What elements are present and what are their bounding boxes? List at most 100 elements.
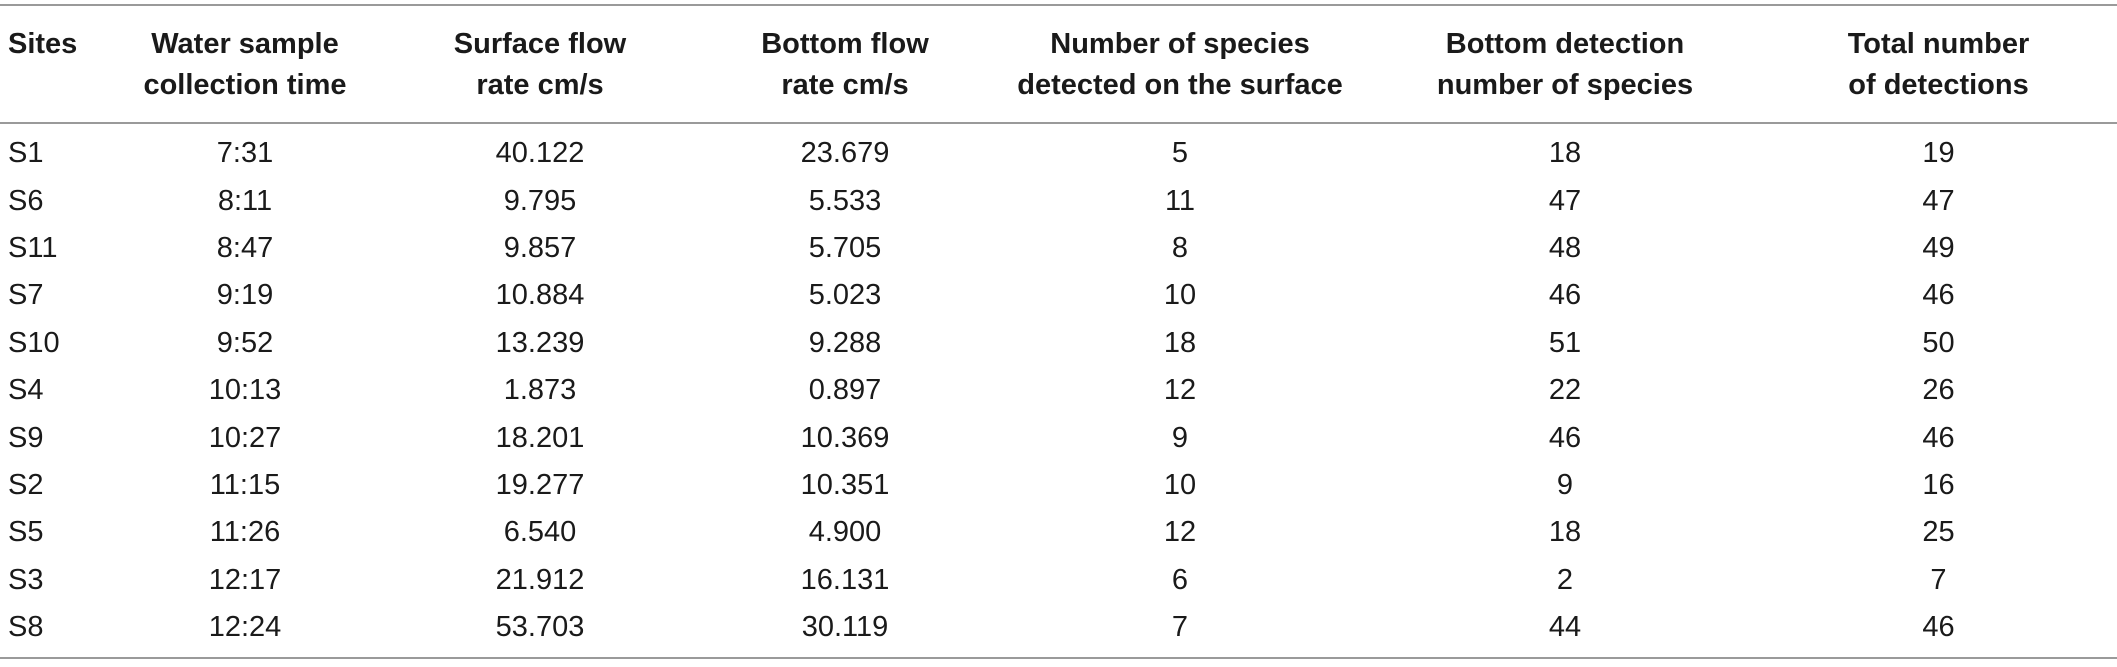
cell-bottom-species: 22: [1548, 374, 1582, 407]
cell-collection-time: 9:19: [216, 279, 274, 312]
cell-surface-flow-rate: 40.122: [495, 137, 585, 170]
cell-bottom-flow-rate: 5.023: [808, 279, 882, 312]
cell-collection-time: 11:15: [209, 468, 281, 501]
cell-surface-species: 8: [1171, 231, 1189, 264]
cell-surface-flow-rate: 10.884: [495, 279, 585, 312]
data-table-container: Sites Water sample collection time Surface …: [0, 4, 2117, 659]
cell-bottom-flow-rate: 0.897: [808, 374, 882, 407]
cell-total-detections: 46: [1922, 611, 1955, 644]
header-bottom-species-count: Bottom detection number of species: [1436, 28, 1694, 101]
header-bottom-flow-rate: Bottom flow rate cm/s: [761, 28, 929, 101]
cell-bottom-flow-rate: 10.351: [800, 468, 890, 501]
table-row: S1 7:31 40.122 23.679 5 18 19: [0, 123, 2117, 177]
cell-site: S7: [8, 279, 44, 312]
cell-surface-species: 18: [1163, 326, 1197, 359]
cell-bottom-flow-rate: 16.131: [800, 563, 890, 596]
cell-collection-time: 12:17: [208, 563, 282, 596]
data-table: Sites Water sample collection time Surface …: [0, 4, 2117, 659]
cell-collection-time: 8:11: [217, 184, 273, 217]
cell-bottom-flow-rate: 30.119: [801, 611, 889, 644]
cell-surface-flow-rate: 53.703: [495, 611, 585, 644]
header-total-detections: Total number of detections: [1847, 28, 2030, 101]
cell-surface-species: 12: [1163, 374, 1197, 407]
header-surface-species-count: Number of species detected on the surface: [1017, 28, 1343, 101]
cell-site: S6: [8, 184, 44, 217]
table-row: S9 10:27 18.201 10.369 9 46 46: [0, 414, 2117, 461]
cell-collection-time: 12:24: [208, 611, 282, 644]
cell-bottom-flow-rate: 23.679: [800, 137, 890, 170]
cell-bottom-species: 48: [1548, 231, 1582, 264]
cell-total-detections: 49: [1922, 231, 1955, 264]
cell-total-detections: 46: [1922, 421, 1955, 454]
cell-total-detections: 16: [1922, 468, 1955, 501]
cell-total-detections: 47: [1922, 184, 1955, 217]
cell-surface-flow-rate: 6.540: [503, 516, 577, 549]
cell-total-detections: 50: [1922, 326, 1955, 359]
cell-bottom-flow-rate: 5.533: [808, 184, 882, 217]
cell-site: S8: [8, 611, 44, 644]
cell-site: S1: [8, 137, 44, 170]
cell-site: S4: [8, 374, 44, 407]
cell-bottom-species: 18: [1548, 137, 1582, 170]
cell-total-detections: 19: [1922, 137, 1955, 170]
cell-site: S2: [8, 468, 44, 501]
table-row: S2 11:15 19.277 10.351 10 9 16: [0, 462, 2117, 509]
cell-surface-species: 6: [1171, 563, 1189, 596]
cell-total-detections: 46: [1922, 279, 1955, 312]
cell-site: S3: [8, 563, 44, 596]
cell-bottom-species: 51: [1548, 326, 1582, 359]
cell-bottom-species: 9: [1556, 468, 1574, 501]
cell-collection-time: 10:27: [208, 421, 282, 454]
cell-site: S11: [8, 231, 58, 264]
cell-site: S9: [8, 421, 44, 454]
table-row: S11 8:47 9.857 5.705 8 48 49: [0, 225, 2117, 272]
table-row: S6 8:11 9.795 5.533 11 47 47: [0, 177, 2117, 224]
cell-site: S5: [8, 516, 44, 549]
header-surface-flow-rate: Surface flow rate cm/s: [453, 28, 627, 101]
cell-surface-species: 9: [1171, 421, 1189, 454]
cell-bottom-species: 46: [1548, 421, 1582, 454]
cell-surface-flow-rate: 9.857: [503, 231, 577, 264]
cell-bottom-species: 44: [1548, 611, 1582, 644]
cell-bottom-flow-rate: 4.900: [808, 516, 882, 549]
cell-surface-species: 5: [1171, 137, 1189, 170]
cell-surface-flow-rate: 18.201: [495, 421, 585, 454]
cell-surface-flow-rate: 9.795: [503, 184, 577, 217]
cell-total-detections: 26: [1922, 374, 1955, 407]
header-water-sample-collection-time: Water sample collection time: [143, 28, 347, 101]
cell-total-detections: 7: [1930, 563, 1947, 596]
table-row: S8 12:24 53.703 30.119 7 44 46: [0, 604, 2117, 659]
cell-surface-species: 11: [1164, 184, 1196, 217]
table-row: S4 10:13 1.873 0.897 12 22 26: [0, 367, 2117, 414]
cell-collection-time: 10:13: [208, 374, 282, 407]
table-row: S3 12:17 21.912 16.131 6 2 7: [0, 557, 2117, 604]
cell-surface-species: 10: [1163, 279, 1197, 312]
table-header: Sites Water sample collection time Surface …: [0, 5, 2117, 123]
cell-total-detections: 25: [1922, 516, 1955, 549]
cell-surface-species: 7: [1171, 611, 1189, 644]
table-body: S1 7:31 40.122 23.679 5 18 19 S6 8:11 9.795 5.533 1…: [0, 123, 2117, 659]
header-row: Sites Water sample collection time Surface …: [0, 5, 2117, 123]
header-sites: Sites: [8, 28, 78, 60]
cell-collection-time: 9:52: [216, 326, 274, 359]
cell-bottom-species: 2: [1556, 563, 1574, 596]
cell-surface-flow-rate: 21.912: [495, 563, 585, 596]
table-row: S10 9:52 13.239 9.288 18 51 50: [0, 320, 2117, 367]
cell-collection-time: 8:47: [216, 231, 274, 264]
cell-surface-species: 12: [1163, 516, 1197, 549]
cell-site: S10: [8, 326, 60, 359]
cell-bottom-flow-rate: 5.705: [808, 231, 882, 264]
cell-bottom-species: 46: [1548, 279, 1582, 312]
cell-surface-flow-rate: 1.873: [503, 374, 577, 407]
cell-surface-flow-rate: 13.239: [495, 326, 585, 359]
table-row: S7 9:19 10.884 5.023 10 46 46: [0, 272, 2117, 319]
cell-bottom-flow-rate: 10.369: [800, 421, 890, 454]
table-row: S5 11:26 6.540 4.900 12 18 25: [0, 509, 2117, 556]
cell-bottom-species: 47: [1548, 184, 1582, 217]
cell-collection-time: 7:31: [216, 137, 274, 170]
cell-surface-flow-rate: 19.277: [495, 468, 585, 501]
cell-surface-species: 10: [1163, 468, 1197, 501]
cell-bottom-species: 18: [1548, 516, 1582, 549]
cell-collection-time: 11:26: [209, 516, 281, 549]
cell-bottom-flow-rate: 9.288: [808, 326, 882, 359]
